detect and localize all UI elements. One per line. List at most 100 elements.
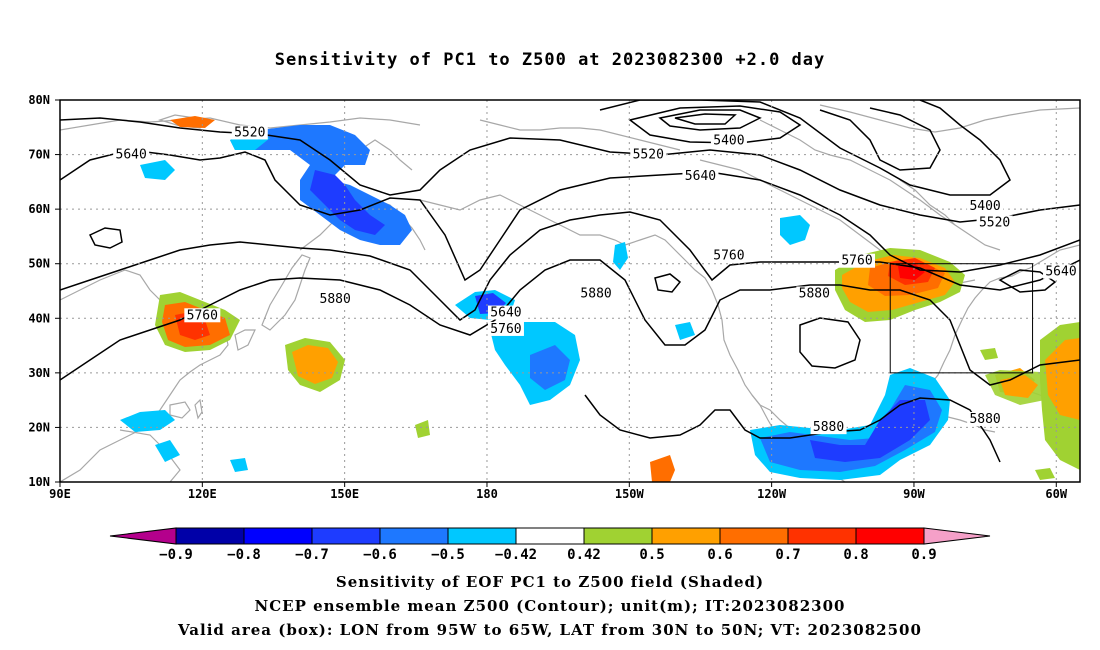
contour-5400-inner2	[674, 113, 737, 125]
colorbar-left-arrow	[109, 527, 177, 545]
contour-label-bg	[231, 125, 268, 140]
shade-green	[980, 348, 998, 360]
contour-label-bg	[810, 420, 847, 435]
contour-label-bg	[113, 147, 150, 162]
colorbar-right-arrow	[923, 527, 991, 545]
contour-label: 5880	[799, 286, 830, 301]
contour-label-bg	[630, 147, 667, 162]
contour-label-bg	[682, 169, 719, 184]
colorbar-box	[651, 527, 721, 545]
lon-tick-label: 90E	[49, 487, 71, 501]
contour-label: 5880	[813, 420, 844, 435]
colorbar-box	[515, 527, 585, 545]
contour-label: 5520	[633, 147, 664, 162]
contour-label-bg	[487, 305, 524, 320]
contour-label: 5640	[685, 169, 716, 184]
lat-tick-label: 60N	[28, 202, 50, 216]
shade-cyan	[613, 242, 628, 270]
colorbar-label: 0.5	[639, 547, 664, 563]
lat-tick-label: 70N	[28, 148, 50, 162]
contour-label: 5760	[187, 308, 218, 323]
contour-label: 5880	[969, 412, 1000, 427]
contour-closed-small	[88, 227, 123, 249]
lon-tick-label: 150E	[330, 487, 359, 501]
contour-label: 5640	[116, 147, 147, 162]
contour-label: 5640	[1045, 265, 1076, 280]
contour-closed-south	[799, 317, 861, 369]
shade-cyan	[140, 160, 175, 180]
shade-cyan	[120, 410, 175, 432]
lon-tick-label: 150W	[615, 487, 645, 501]
contour-label: 5400	[969, 199, 1000, 214]
axis-ticks: 90E 120E 150E 180 150W 120W 90W 60W 10N 20N 30N 40N…	[28, 93, 1068, 501]
contour-label-bg	[317, 291, 354, 306]
colorbar-label: 0.6	[707, 547, 732, 563]
colorbar-box	[243, 527, 313, 545]
colorbar-label: −0.42	[495, 547, 537, 563]
contour-label-bg	[710, 133, 747, 148]
map-frame	[59, 99, 1081, 483]
contour-label-bg	[710, 248, 747, 263]
contour-label-bg	[184, 308, 221, 323]
shade-orange	[170, 116, 215, 128]
contour-5400-inner	[658, 109, 762, 131]
contour-closed-small2	[654, 273, 682, 293]
caption-contour: NCEP ensemble mean Z500 (Contour); unit(…	[254, 597, 846, 615]
colorbar-label: −0.9	[159, 547, 193, 563]
colorbar-label: −0.6	[363, 547, 397, 563]
colorbar-label: −0.5	[431, 547, 465, 563]
lon-tick-label: 120E	[188, 487, 217, 501]
shade-cyan	[230, 458, 248, 472]
lon-tick-label: 90W	[903, 487, 925, 501]
contour-label-bg	[839, 253, 876, 268]
contour-label: 5400	[713, 134, 744, 149]
grid-lines	[60, 100, 1080, 482]
contour-label-bg	[967, 411, 1004, 426]
lat-tick-label: 80N	[28, 93, 50, 107]
lon-tick-label: 120W	[757, 487, 787, 501]
contour-label-bg	[1043, 264, 1080, 279]
contour-label: 5760	[713, 248, 744, 263]
lon-tick-label: 180	[476, 487, 498, 501]
contour-label: 5520	[234, 125, 265, 140]
lat-tick-label: 50N	[28, 257, 50, 271]
shade-cyan	[675, 322, 695, 340]
colorbar-label: 0.42	[567, 547, 601, 563]
colorbar-label: 0.8	[843, 547, 868, 563]
colorbar-label: −0.8	[227, 547, 261, 563]
contour-label: 5760	[841, 254, 872, 269]
lat-tick-label: 30N	[28, 366, 50, 380]
shade-orange	[650, 455, 675, 482]
contour-5280	[628, 105, 802, 144]
contour-label-bg	[578, 286, 615, 301]
lat-tick-label: 40N	[28, 311, 50, 325]
caption-valid-area: Valid area (box): LON from 95W to 65W, L…	[178, 621, 922, 639]
contour-labels: 5520 5640 5520 5400 5640 5400 5520 5760 5760 5640…	[113, 125, 1080, 435]
contour-5640	[60, 149, 1080, 282]
contour-label: 5880	[320, 292, 351, 307]
shade-green	[415, 420, 430, 438]
map-title: Sensitivity of PC1 to Z500 at 2023082300…	[274, 50, 826, 70]
caption-shaded: Sensitivity of EOF PC1 to Z500 field (Sh…	[335, 573, 765, 591]
contour-5880-south	[584, 394, 1001, 463]
colorbar-box	[787, 527, 857, 545]
colorbar-box	[379, 527, 449, 545]
lon-tick-label: 60W	[1045, 487, 1067, 501]
colorbar-box	[855, 527, 925, 545]
contour-5880	[60, 259, 1080, 386]
colorbar-label: 0.9	[911, 547, 936, 563]
contour-5520-east	[819, 107, 941, 171]
contour-label: 5760	[490, 322, 521, 337]
shade-cyan	[155, 440, 180, 462]
contour-label: 5520	[979, 216, 1010, 231]
colorbar-box	[447, 527, 517, 545]
contour-label-bg	[976, 215, 1013, 230]
contour-label: 5880	[580, 286, 611, 301]
contour-label-bg	[967, 199, 1004, 214]
contour-label-bg	[487, 321, 524, 336]
shade-blue	[530, 345, 570, 390]
colorbar-label: −0.7	[295, 547, 329, 563]
colorbar-box	[175, 527, 245, 545]
shade-cyan	[780, 215, 810, 245]
colorbar-box	[719, 527, 789, 545]
